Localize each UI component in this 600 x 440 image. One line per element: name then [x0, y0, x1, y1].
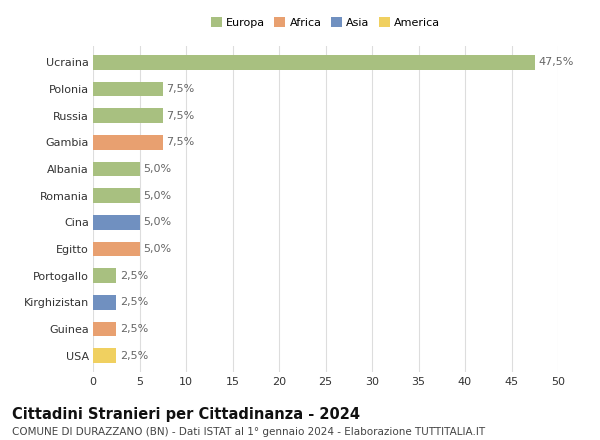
Text: Cittadini Stranieri per Cittadinanza - 2024: Cittadini Stranieri per Cittadinanza - 2… — [12, 407, 360, 422]
Bar — [93, 348, 116, 363]
Bar — [93, 322, 116, 337]
Bar — [93, 242, 139, 257]
Text: 7,5%: 7,5% — [166, 137, 195, 147]
Bar — [93, 161, 139, 176]
Bar — [93, 215, 139, 230]
Text: 2,5%: 2,5% — [120, 271, 148, 281]
Text: 5,0%: 5,0% — [143, 191, 172, 201]
Text: 5,0%: 5,0% — [143, 164, 172, 174]
Text: 5,0%: 5,0% — [143, 217, 172, 227]
Text: 47,5%: 47,5% — [538, 57, 574, 67]
Text: 7,5%: 7,5% — [166, 110, 195, 121]
Text: 2,5%: 2,5% — [120, 351, 148, 361]
Bar — [93, 81, 163, 96]
Bar — [93, 55, 535, 70]
Text: 2,5%: 2,5% — [120, 297, 148, 308]
Text: 5,0%: 5,0% — [143, 244, 172, 254]
Text: COMUNE DI DURAZZANO (BN) - Dati ISTAT al 1° gennaio 2024 - Elaborazione TUTTITAL: COMUNE DI DURAZZANO (BN) - Dati ISTAT al… — [12, 427, 485, 437]
Text: 7,5%: 7,5% — [166, 84, 195, 94]
Bar — [93, 295, 116, 310]
Legend: Europa, Africa, Asia, America: Europa, Africa, Asia, America — [206, 13, 445, 33]
Bar — [93, 135, 163, 150]
Bar — [93, 268, 116, 283]
Bar — [93, 108, 163, 123]
Bar — [93, 188, 139, 203]
Text: 2,5%: 2,5% — [120, 324, 148, 334]
